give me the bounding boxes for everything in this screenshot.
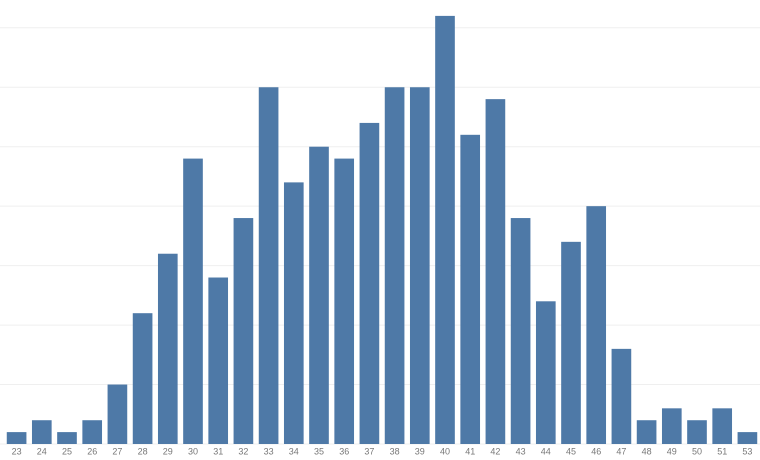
bar bbox=[435, 15, 455, 444]
bar bbox=[485, 99, 506, 444]
x-tick-label: 27 bbox=[112, 446, 122, 456]
bar bbox=[611, 348, 632, 444]
bar bbox=[661, 408, 682, 444]
bar bbox=[384, 87, 405, 445]
bar bbox=[157, 253, 178, 444]
bar bbox=[6, 432, 27, 444]
bar bbox=[586, 206, 607, 444]
bar bbox=[359, 122, 380, 445]
x-tick-label: 42 bbox=[490, 446, 500, 456]
x-tick-label: 26 bbox=[87, 446, 97, 456]
x-tick-label: 53 bbox=[742, 446, 752, 456]
x-tick-label: 36 bbox=[339, 446, 349, 456]
bar bbox=[334, 158, 355, 444]
bar bbox=[82, 420, 103, 444]
bar bbox=[687, 420, 707, 444]
x-tick-label: 39 bbox=[415, 446, 425, 456]
bar bbox=[283, 182, 304, 445]
x-tick-label: 41 bbox=[465, 446, 475, 456]
x-tick-label: 46 bbox=[591, 446, 601, 456]
x-tick-label: 50 bbox=[692, 446, 702, 456]
x-tick-label: 29 bbox=[163, 446, 173, 456]
x-tick-label: 40 bbox=[440, 446, 450, 456]
x-tick-label: 33 bbox=[264, 446, 274, 456]
bar bbox=[233, 218, 254, 444]
x-tick-label: 45 bbox=[566, 446, 576, 456]
bar bbox=[510, 218, 531, 444]
bar bbox=[460, 134, 481, 445]
x-tick-label: 47 bbox=[616, 446, 626, 456]
x-tick-label: 32 bbox=[238, 446, 248, 456]
x-tick-label: 23 bbox=[12, 446, 22, 456]
x-tick-label: 31 bbox=[213, 446, 223, 456]
bar bbox=[561, 241, 581, 444]
x-tick-label: 35 bbox=[314, 446, 324, 456]
bar bbox=[309, 146, 329, 444]
x-tick-label: 49 bbox=[667, 446, 677, 456]
x-tick-label: 34 bbox=[289, 446, 299, 456]
x-tick-label: 51 bbox=[717, 446, 727, 456]
x-tick-label: 48 bbox=[642, 446, 652, 456]
bar bbox=[183, 158, 203, 444]
x-tick-label: 30 bbox=[188, 446, 198, 456]
x-tick-label: 28 bbox=[138, 446, 148, 456]
x-tick-label: 37 bbox=[364, 446, 374, 456]
bar bbox=[31, 420, 52, 444]
bar bbox=[535, 301, 556, 444]
bar bbox=[712, 408, 733, 444]
x-tick-label: 44 bbox=[541, 446, 551, 456]
bar bbox=[258, 87, 279, 445]
x-tick-label: 24 bbox=[37, 446, 47, 456]
bar bbox=[636, 420, 657, 444]
x-tick-label: 43 bbox=[516, 446, 526, 456]
bar bbox=[107, 384, 128, 444]
x-tick-label: 25 bbox=[62, 446, 72, 456]
bar bbox=[409, 87, 430, 445]
bar bbox=[737, 432, 758, 444]
bar bbox=[208, 277, 229, 444]
bar bbox=[57, 432, 77, 444]
bar bbox=[132, 313, 153, 444]
x-tick-label: 38 bbox=[390, 446, 400, 456]
